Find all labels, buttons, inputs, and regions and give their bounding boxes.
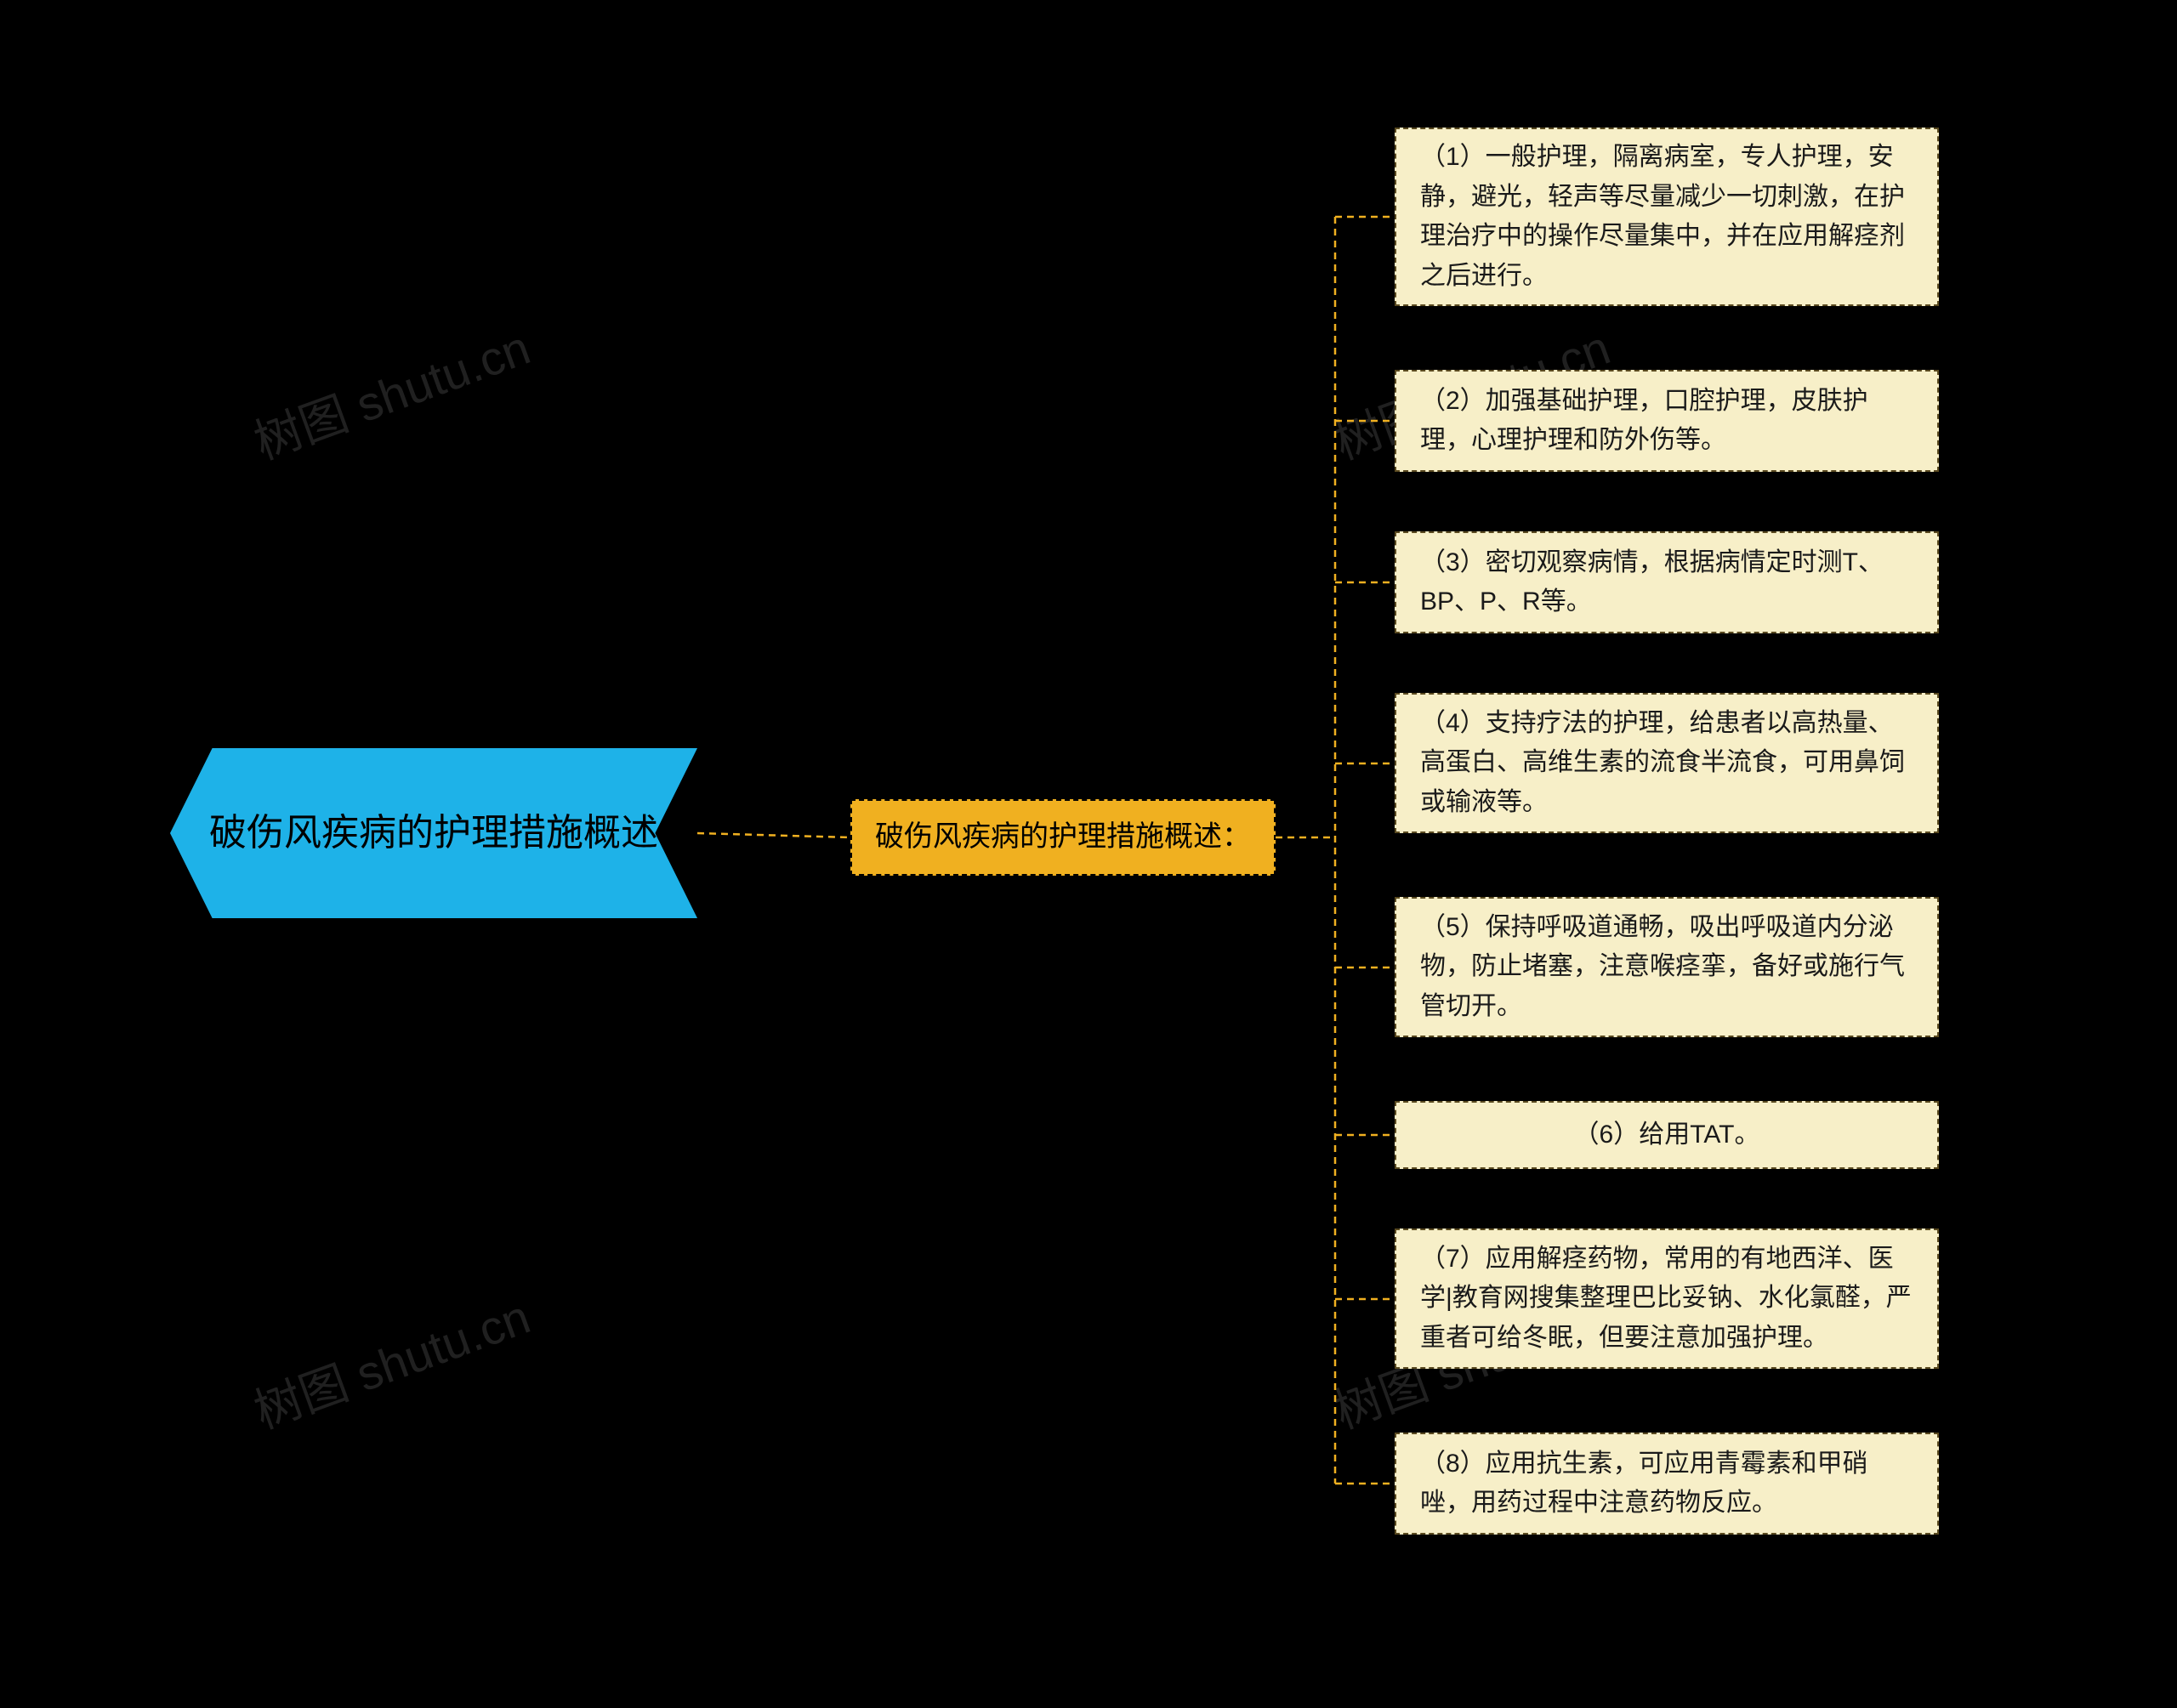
mindmap-leaf-node[interactable]: （4）支持疗法的护理，给患者以高热量、高蛋白、高维生素的流食半流食，可用鼻饲或输…	[1395, 693, 1939, 833]
mindmap-leaf-node[interactable]: （7）应用解痉药物，常用的有地西洋、医学|教育网搜集整理巴比妥钠、水化氯醛，严重…	[1395, 1229, 1939, 1369]
mindmap-mid-label: 破伤风疾病的护理措施概述：	[875, 817, 1251, 858]
watermark-text: 树图 shutu.cn	[247, 1290, 537, 1438]
mindmap-leaf-label: （6）给用TAT。	[1574, 1115, 1760, 1155]
mindmap-leaf-label: （8）应用抗生素，可应用青霉素和甲硝唑，用药过程中注意药物反应。	[1420, 1444, 1913, 1524]
mindmap-leaf-label: （2）加强基础护理，口腔护理，皮肤护理，心理护理和防外伤等。	[1420, 382, 1913, 461]
mindmap-leaf-node[interactable]: （2）加强基础护理，口腔护理，皮肤护理，心理护理和防外伤等。	[1395, 370, 1939, 472]
mindmap-root-label: 破伤风疾病的护理措施概述	[209, 805, 658, 861]
watermark-text: 树图 shutu.cn	[247, 321, 537, 469]
mindmap-leaf-node[interactable]: （8）应用抗生素，可应用青霉素和甲硝唑，用药过程中注意药物反应。	[1395, 1433, 1939, 1535]
mindmap-leaf-label: （4）支持疗法的护理，给患者以高热量、高蛋白、高维生素的流食半流食，可用鼻饲或输…	[1420, 704, 1913, 823]
mindmap-leaf-node[interactable]: （3）密切观察病情，根据病情定时测T、BP、P、R等。	[1395, 531, 1939, 633]
mindmap-leaf-label: （3）密切观察病情，根据病情定时测T、BP、P、R等。	[1420, 543, 1913, 622]
mindmap-leaf-label: （5）保持呼吸道通畅，吸出呼吸道内分泌物，防止堵塞，注意喉痉挛，备好或施行气管切…	[1420, 908, 1913, 1027]
watermark: 树图 shutu.cn	[243, 1279, 538, 1442]
mindmap-leaf-node[interactable]: （6）给用TAT。	[1395, 1101, 1939, 1169]
watermark: 树图 shutu.cn	[243, 309, 538, 473]
mindmap-root-node[interactable]: 破伤风疾病的护理措施概述	[170, 748, 697, 918]
mindmap-mid-node[interactable]: 破伤风疾病的护理措施概述：	[850, 799, 1276, 876]
mindmap-leaf-node[interactable]: （5）保持呼吸道通畅，吸出呼吸道内分泌物，防止堵塞，注意喉痉挛，备好或施行气管切…	[1395, 897, 1939, 1037]
mindmap-leaf-label: （7）应用解痉药物，常用的有地西洋、医学|教育网搜集整理巴比妥钠、水化氯醛，严重…	[1420, 1240, 1913, 1359]
mindmap-leaf-node[interactable]: （1）一般护理，隔离病室，专人护理，安静，避光，轻声等尽量减少一切刺激，在护理治…	[1395, 128, 1939, 306]
connector-root-mid	[697, 833, 850, 837]
mindmap-leaf-label: （1）一般护理，隔离病室，专人护理，安静，避光，轻声等尽量减少一切刺激，在护理治…	[1420, 138, 1913, 296]
